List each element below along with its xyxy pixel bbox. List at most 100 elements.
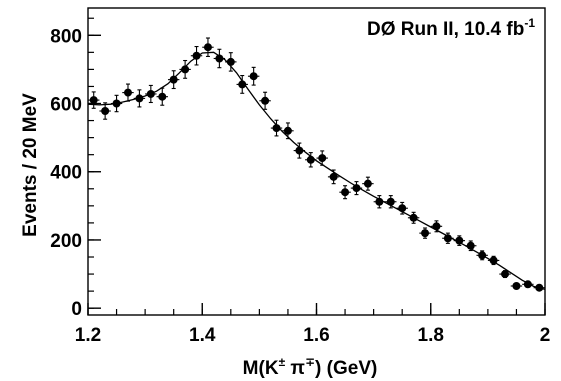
marker: [112, 99, 121, 108]
marker: [283, 126, 292, 135]
y-tick-label: 800: [50, 26, 82, 47]
x-tick-label: 1.4: [189, 325, 216, 346]
marker: [523, 280, 532, 289]
data-point: [156, 87, 168, 106]
data-point: [213, 48, 226, 69]
data-point: [430, 220, 443, 233]
data-point: [305, 152, 317, 168]
data-point: [487, 255, 500, 266]
data-point: [179, 59, 191, 79]
marker: [238, 80, 247, 89]
marker: [146, 89, 155, 98]
marker: [512, 282, 521, 291]
data-point: [236, 74, 248, 94]
data-point: [202, 37, 214, 57]
marker: [409, 213, 418, 222]
x-label-mid: π: [285, 358, 305, 379]
x-label-sup1: ±: [279, 355, 286, 369]
marker: [535, 283, 544, 292]
y-tick-label: 0: [71, 299, 82, 320]
marker: [306, 155, 315, 164]
y-tick-label: 200: [50, 231, 82, 252]
marker: [352, 184, 361, 193]
marker: [158, 92, 167, 101]
data-point: [442, 232, 454, 244]
data-point: [167, 70, 180, 90]
marker: [341, 188, 350, 197]
marker: [455, 236, 464, 245]
marker: [89, 96, 98, 105]
data-point: [293, 142, 306, 159]
axis-ticks-layer: 1.2 1.4 1.6 1.8 2 0 200 400 600 800: [50, 17, 551, 346]
marker: [123, 88, 132, 97]
marker: [318, 154, 327, 163]
data-points-layer: [88, 37, 545, 292]
annotation-sup: -1: [524, 16, 535, 30]
marker: [363, 179, 372, 188]
marker: [375, 197, 384, 206]
x-label-sup2: ∓: [305, 355, 315, 369]
data-point: [190, 45, 203, 66]
data-point: [225, 52, 237, 72]
marker: [501, 270, 510, 279]
data-point: [350, 181, 363, 196]
x-label-pre: M(K: [243, 358, 279, 379]
data-point: [316, 150, 328, 166]
data-point: [362, 176, 374, 191]
fit-curve-layer: [87, 51, 546, 291]
data-point: [407, 211, 420, 224]
marker: [478, 251, 487, 260]
data-point: [419, 227, 431, 239]
marker: [215, 54, 224, 63]
data-point: [327, 169, 340, 185]
data-point: [453, 235, 466, 246]
marker: [261, 96, 270, 105]
data-point: [282, 122, 294, 140]
data-point: [465, 240, 477, 252]
marker: [101, 107, 110, 116]
data-point: [259, 91, 271, 110]
marker: [295, 146, 304, 155]
data-point: [339, 185, 351, 200]
x-tick-label: 2: [540, 325, 551, 346]
data-point: [396, 201, 408, 215]
data-point: [373, 195, 386, 209]
data-point: [533, 283, 545, 292]
marker: [203, 43, 212, 52]
x-label-post: ) (GeV): [315, 358, 377, 379]
data-point: [145, 84, 157, 104]
annotation-main: DØ Run II, 10.4 fb: [367, 19, 524, 40]
marker: [249, 72, 258, 81]
marker: [432, 222, 441, 231]
marker: [398, 204, 407, 213]
marker: [386, 197, 395, 206]
x-tick-label: 1.6: [303, 325, 329, 346]
data-point: [385, 195, 397, 209]
data-point: [88, 91, 100, 109]
marker: [272, 124, 281, 133]
marker: [226, 57, 235, 66]
y-axis-label: Events / 20 MeV: [20, 93, 41, 237]
data-point: [499, 270, 511, 279]
annotation-label: DØ Run II, 10.4 fb-1: [367, 16, 535, 40]
data-point: [122, 83, 134, 102]
marker: [192, 51, 201, 60]
y-tick-label: 400: [50, 163, 82, 184]
marker: [421, 229, 430, 238]
y-tick-label: 600: [50, 95, 82, 116]
data-point: [110, 94, 123, 113]
data-point: [270, 119, 283, 137]
x-axis-label: M(K± π∓) (GeV): [243, 355, 378, 379]
marker: [489, 256, 498, 265]
fit-curve: [87, 51, 546, 291]
marker: [169, 75, 178, 84]
data-point: [133, 89, 146, 108]
marker: [329, 172, 338, 181]
data-point: [99, 102, 111, 120]
data-point: [476, 250, 488, 261]
marker: [443, 234, 452, 243]
marker: [466, 241, 475, 250]
x-tick-label: 1.2: [75, 325, 101, 346]
marker: [181, 65, 190, 74]
